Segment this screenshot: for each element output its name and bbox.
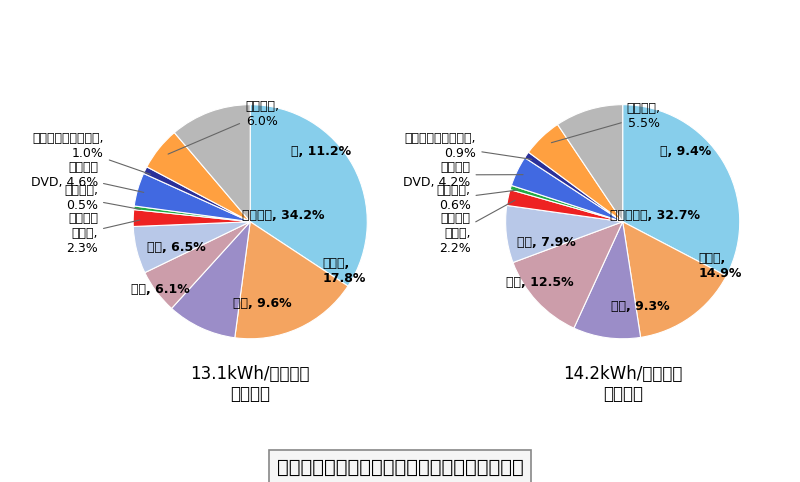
Wedge shape (143, 167, 250, 222)
Wedge shape (510, 186, 622, 222)
Text: 待機電力,
5.5%: 待機電力, 5.5% (551, 102, 661, 143)
Text: エアコン等, 32.7%: エアコン等, 32.7% (610, 209, 701, 222)
Wedge shape (506, 205, 622, 263)
Text: 14.2kWh/世帯・日
（冬季）: 14.2kWh/世帯・日 （冬季） (563, 364, 682, 403)
Text: 家庭における家電製品の一日での電力消費割合: 家庭における家電製品の一日での電力消費割合 (277, 458, 523, 477)
Wedge shape (622, 222, 726, 337)
Wedge shape (133, 210, 250, 227)
Text: 待機電力,
6.0%: 待機電力, 6.0% (168, 100, 279, 154)
Wedge shape (234, 222, 348, 339)
Wedge shape (250, 105, 367, 286)
Wedge shape (134, 222, 250, 273)
Text: 洗濑機・
乾燥機,
2.2%: 洗濑機・ 乾燥機, 2.2% (438, 200, 515, 255)
Text: 炊事, 6.5%: 炊事, 6.5% (147, 241, 206, 254)
Text: 洗濑機・
乾燥機,
2.3%: 洗濑機・ 乾燥機, 2.3% (66, 212, 140, 255)
Wedge shape (574, 222, 641, 339)
Wedge shape (558, 105, 622, 222)
Text: 他, 11.2%: 他, 11.2% (291, 145, 351, 158)
Text: エアコン, 34.2%: エアコン, 34.2% (242, 209, 324, 222)
Text: 冷蔵庫,
17.8%: 冷蔵庫, 17.8% (322, 257, 366, 285)
Wedge shape (134, 174, 250, 222)
Text: 他, 9.4%: 他, 9.4% (660, 145, 711, 158)
Text: 13.1kWh/世帯・日
（夏季）: 13.1kWh/世帯・日 （夏季） (190, 364, 310, 403)
Wedge shape (147, 133, 250, 222)
Wedge shape (145, 222, 250, 308)
Wedge shape (525, 152, 622, 222)
Text: 温水便座,
0.5%: 温水便座, 0.5% (64, 184, 141, 212)
Text: パソコン・ルーター,
1.0%: パソコン・ルーター, 1.0% (32, 132, 150, 174)
Text: 照明, 9.6%: 照明, 9.6% (233, 297, 291, 310)
Wedge shape (134, 206, 250, 222)
Wedge shape (529, 124, 622, 222)
Wedge shape (506, 189, 622, 222)
Text: テレビ・
DVD, 4.2%: テレビ・ DVD, 4.2% (403, 161, 523, 189)
Text: テレビ・
DVD, 4.6%: テレビ・ DVD, 4.6% (30, 161, 144, 192)
Text: 炊事, 7.9%: 炊事, 7.9% (517, 236, 576, 249)
Text: 照明, 9.3%: 照明, 9.3% (611, 299, 670, 312)
Wedge shape (511, 158, 622, 222)
Wedge shape (174, 105, 250, 222)
Wedge shape (622, 105, 740, 276)
Wedge shape (171, 222, 250, 338)
Text: 温水便座,
0.6%: 温水便座, 0.6% (437, 184, 517, 212)
Text: 冷蔵庫,
14.9%: 冷蔵庫, 14.9% (698, 252, 742, 280)
Wedge shape (513, 222, 622, 328)
Text: パソコン・ルーター,
0.9%: パソコン・ルーター, 0.9% (405, 132, 532, 160)
Text: 給湯, 12.5%: 給湯, 12.5% (506, 276, 574, 289)
Text: 給湯, 6.1%: 給湯, 6.1% (130, 283, 190, 296)
